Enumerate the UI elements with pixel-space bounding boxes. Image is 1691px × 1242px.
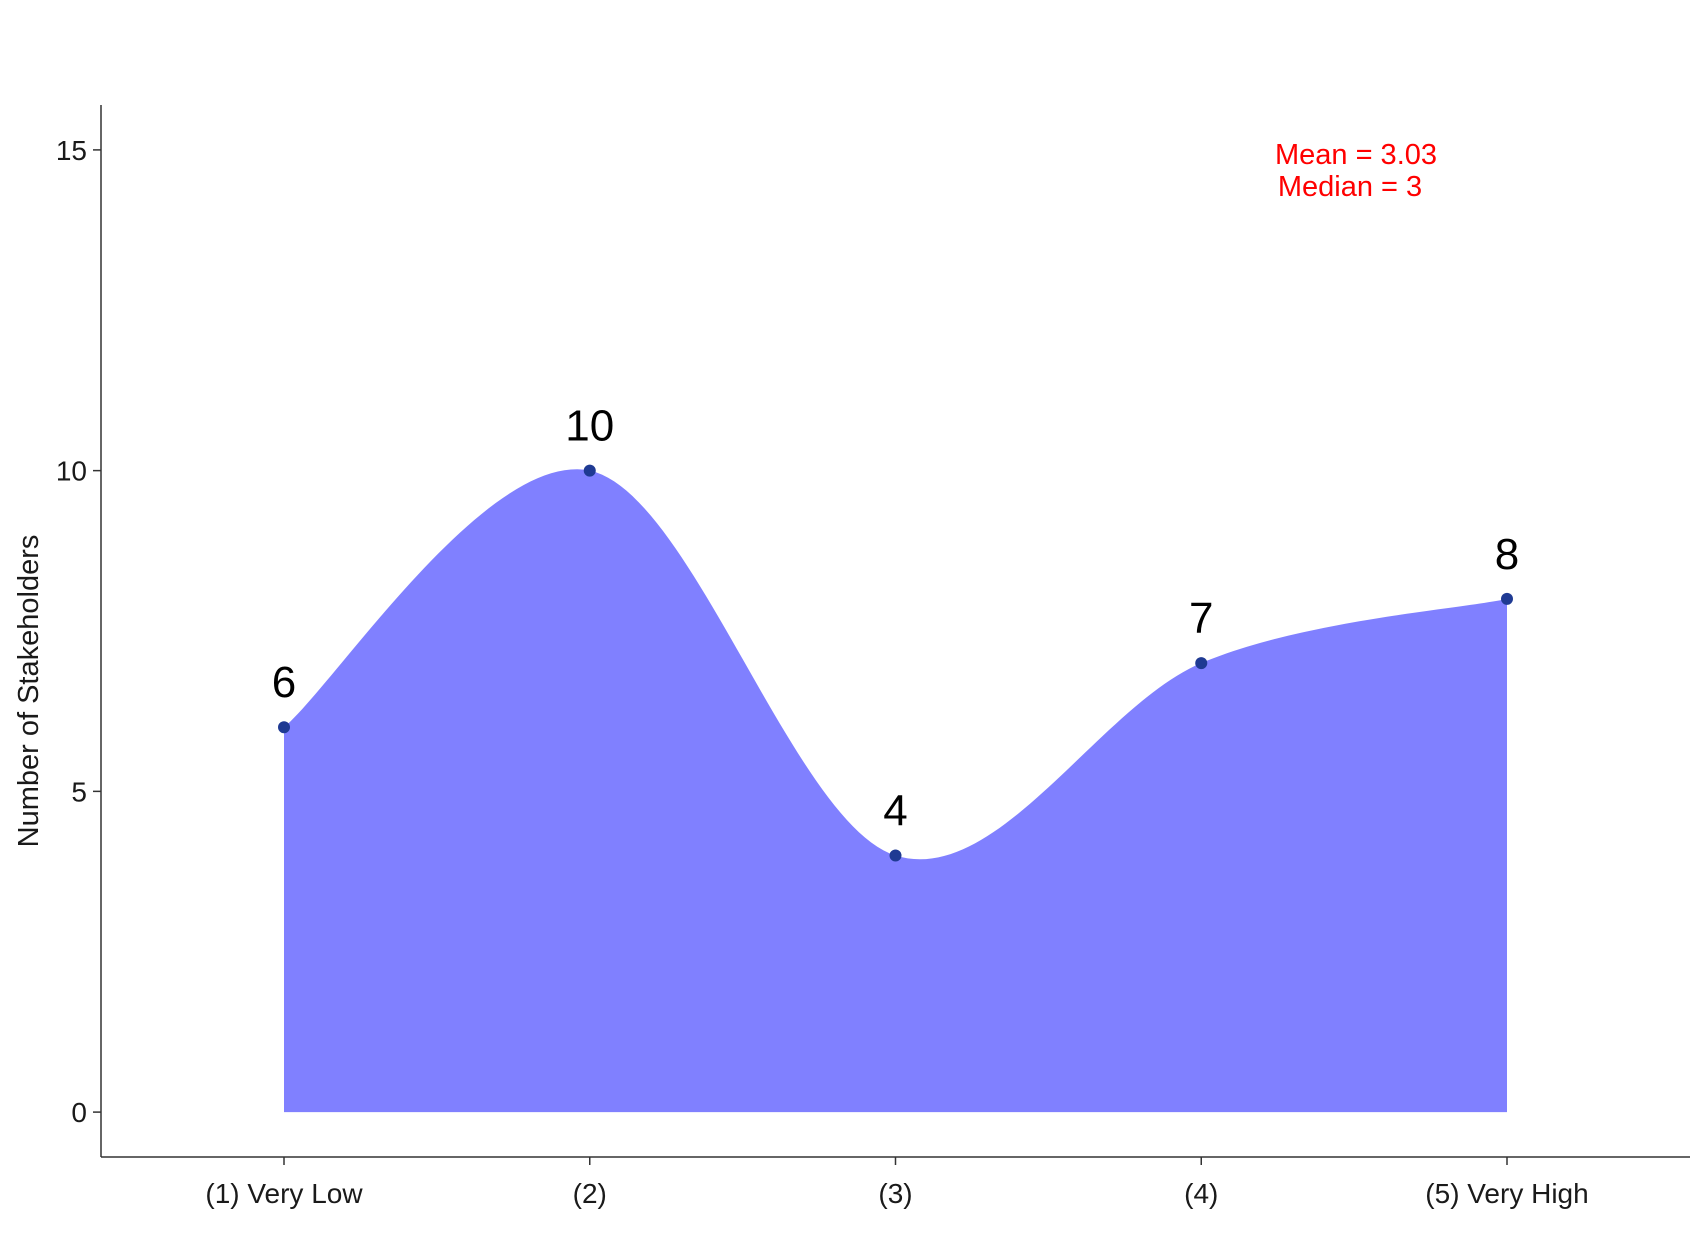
data-point — [278, 721, 290, 734]
x-tick-label: (2) — [573, 1178, 607, 1209]
data-point — [583, 464, 596, 477]
y-tick-label: 5 — [71, 776, 87, 807]
median-annotation: Median = 3 — [1278, 171, 1422, 203]
data-label: 4 — [883, 787, 907, 836]
y-axis-title: Number of Stakeholders — [13, 535, 45, 848]
mean-annotation: Mean = 3.03 — [1275, 139, 1437, 171]
x-tick-label: (1) Very Low — [205, 1178, 363, 1209]
x-axis-ticks: (1) Very Low (2) (3) (4) (5) Very High — [205, 1157, 1589, 1209]
y-tick-label: 10 — [56, 456, 87, 487]
data-points — [278, 464, 1513, 862]
x-tick-label: (4) — [1184, 1178, 1218, 1209]
y-tick-label: 15 — [56, 135, 87, 166]
data-label: 10 — [565, 402, 614, 451]
x-tick-label: (3) — [878, 1178, 912, 1209]
data-labels: 6 10 4 7 8 — [272, 402, 1519, 836]
data-label: 8 — [1495, 530, 1519, 579]
y-tick-label: 0 — [71, 1097, 87, 1128]
data-label: 7 — [1189, 594, 1213, 643]
x-tick-label: (5) Very High — [1425, 1178, 1588, 1209]
y-axis-ticks: 0 5 10 15 — [56, 135, 101, 1128]
data-point — [1501, 592, 1513, 605]
area-fill — [284, 469, 1507, 1113]
data-point — [1195, 657, 1208, 670]
data-point — [889, 849, 902, 862]
data-label: 6 — [272, 658, 296, 707]
